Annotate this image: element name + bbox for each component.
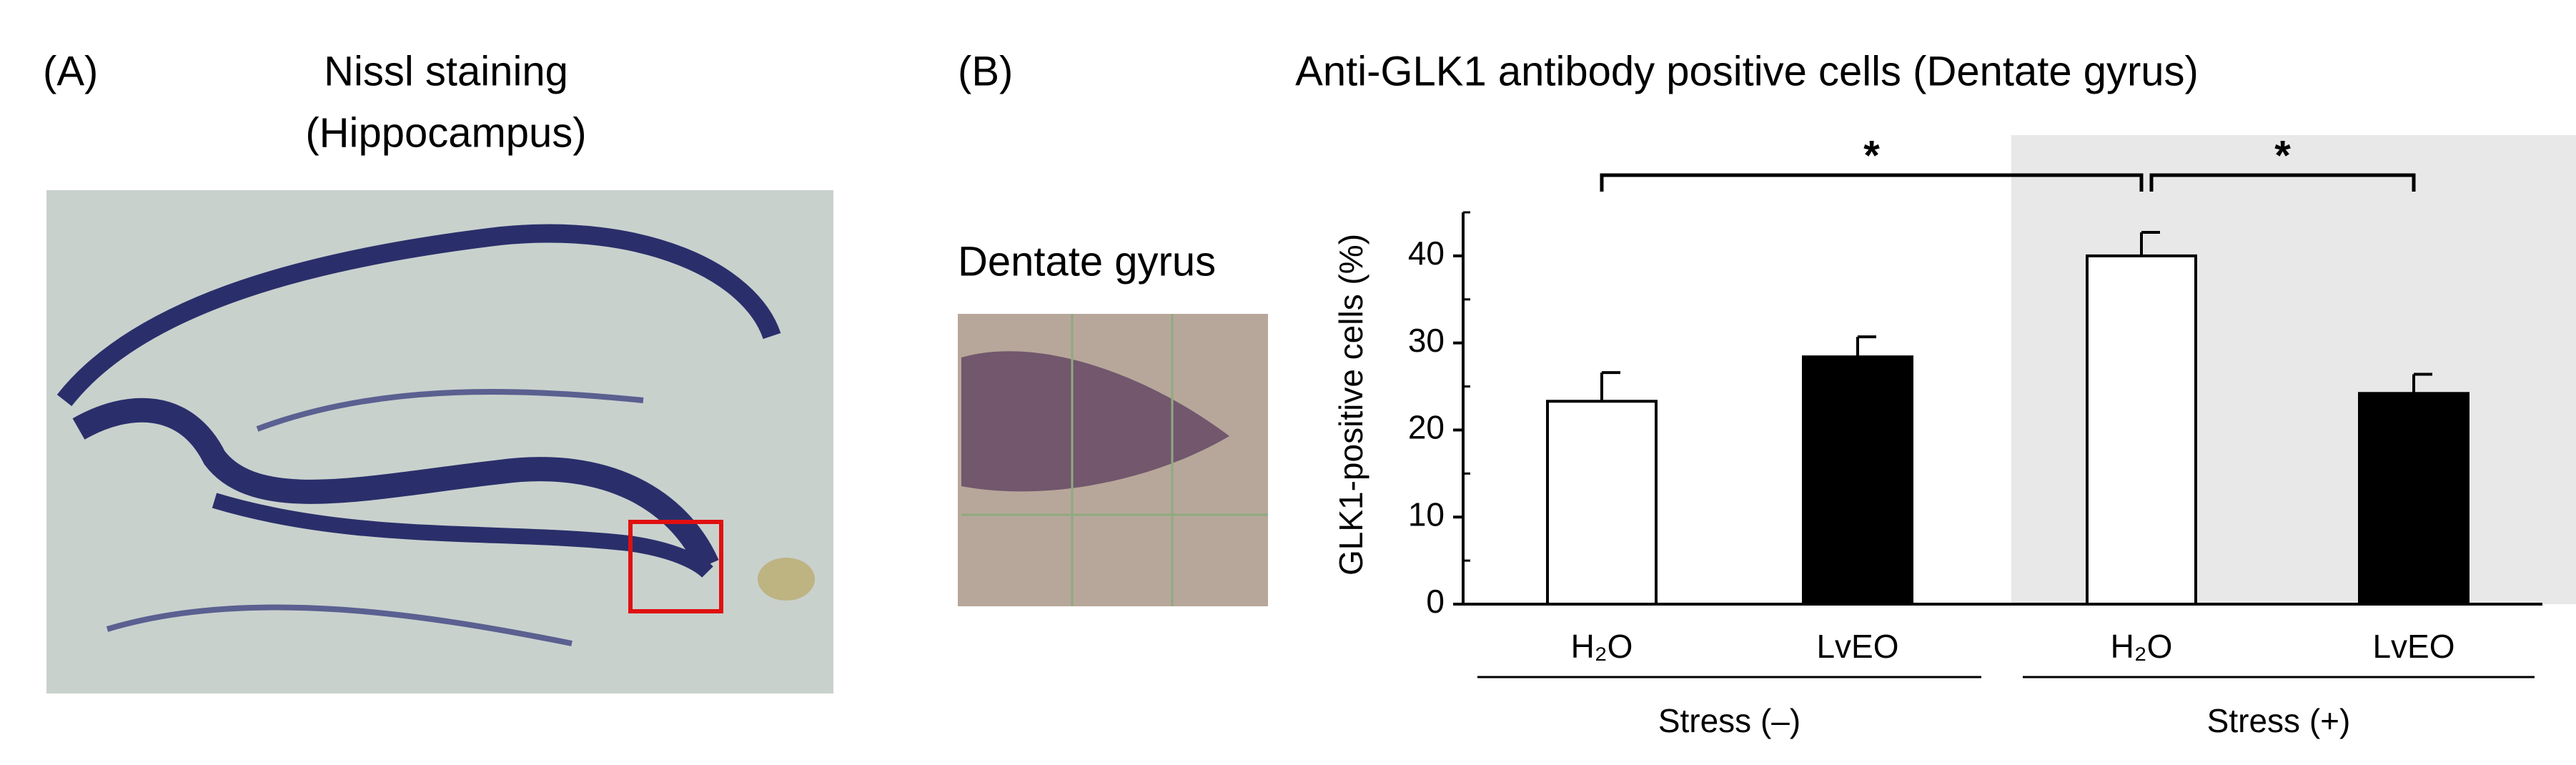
group-label: Stress (–) [1658, 702, 1800, 739]
y-tick-label: 40 [1408, 235, 1445, 272]
y-tick-label: 10 [1408, 495, 1445, 533]
group-label: Stress (+) [2207, 702, 2351, 739]
panel-label: (A) [43, 48, 98, 94]
y-axis-label: GLK1-positive cells (%) [1332, 234, 1369, 576]
significance-bracket [1600, 173, 2144, 192]
x-tick-label: H₂O [1571, 628, 1633, 665]
significance-bracket [2149, 173, 2416, 192]
x-tick-label: LvEO [1816, 628, 1898, 665]
x-tick-label: LvEO [2372, 628, 2454, 665]
y-tick-label: 0 [1426, 583, 1445, 620]
y-tick-label: 30 [1408, 322, 1445, 359]
image-title: Dentate gyrus [958, 238, 1216, 285]
y-tick-label: 20 [1408, 409, 1445, 446]
bar [2358, 392, 2470, 606]
panel-label: (B) [958, 48, 1013, 94]
significance-label: * [2274, 132, 2291, 179]
bar [1546, 400, 1658, 606]
chart-title: Anti-GLK1 antibody positive cells (Denta… [1295, 48, 2199, 94]
panel-title: Nissl staining [324, 48, 568, 94]
panel-subtitle: (Hippocampus) [305, 109, 586, 156]
significance-label: * [1863, 132, 1880, 179]
bar [2086, 254, 2197, 606]
x-tick-label: H₂O [2111, 628, 2173, 665]
dentate-image [958, 314, 1268, 606]
hippocampus-image [46, 190, 833, 694]
bar [1802, 355, 1913, 606]
